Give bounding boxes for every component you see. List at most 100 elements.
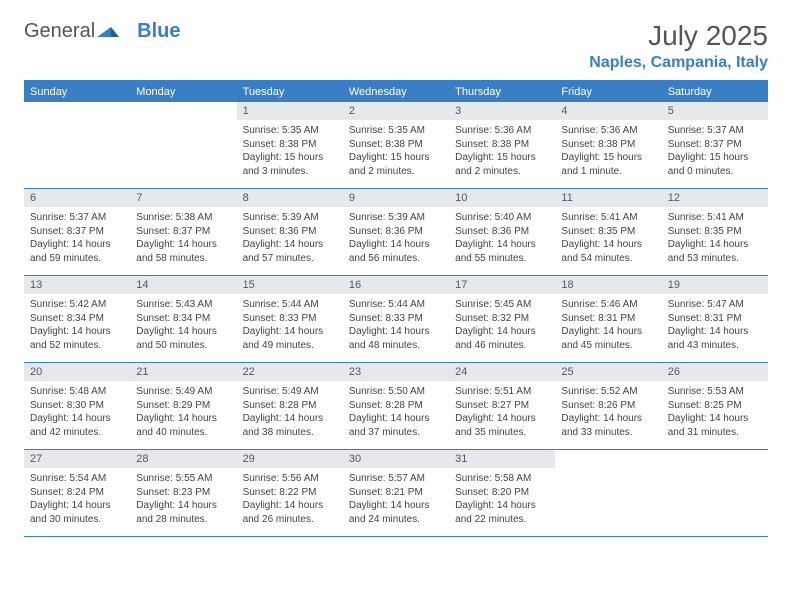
weekday-header: Saturday (662, 82, 768, 102)
day-sunset: Sunset: 8:37 PM (668, 138, 762, 152)
day-day1: Daylight: 14 hours (136, 325, 230, 339)
day-day2: and 30 minutes. (30, 513, 124, 527)
day-sunrise: Sunrise: 5:48 AM (30, 385, 124, 399)
day-sunrise: Sunrise: 5:35 AM (243, 124, 337, 138)
day-body: Sunrise: 5:47 AMSunset: 8:31 PMDaylight:… (662, 294, 768, 356)
day-body: Sunrise: 5:49 AMSunset: 8:28 PMDaylight:… (237, 381, 343, 443)
day-body: Sunrise: 5:41 AMSunset: 8:35 PMDaylight:… (555, 207, 661, 269)
weeks-container: 1Sunrise: 5:35 AMSunset: 8:38 PMDaylight… (24, 102, 768, 537)
day-day1: Daylight: 14 hours (30, 499, 124, 513)
day-day2: and 2 minutes. (455, 165, 549, 179)
day-day1: Daylight: 14 hours (455, 412, 549, 426)
day-cell: 4Sunrise: 5:36 AMSunset: 8:38 PMDaylight… (555, 102, 661, 188)
day-sunset: Sunset: 8:35 PM (668, 225, 762, 239)
weekday-header: Thursday (449, 82, 555, 102)
day-cell: 18Sunrise: 5:46 AMSunset: 8:31 PMDayligh… (555, 276, 661, 362)
day-day2: and 58 minutes. (136, 252, 230, 266)
day-sunrise: Sunrise: 5:54 AM (30, 472, 124, 486)
day-day1: Daylight: 14 hours (561, 238, 655, 252)
day-cell: 22Sunrise: 5:49 AMSunset: 8:28 PMDayligh… (237, 363, 343, 449)
day-day2: and 22 minutes. (455, 513, 549, 527)
day-sunset: Sunset: 8:23 PM (136, 486, 230, 500)
day-day1: Daylight: 14 hours (668, 325, 762, 339)
day-day1: Daylight: 14 hours (455, 238, 549, 252)
day-day1: Daylight: 14 hours (243, 412, 337, 426)
day-body: Sunrise: 5:43 AMSunset: 8:34 PMDaylight:… (130, 294, 236, 356)
day-sunset: Sunset: 8:31 PM (561, 312, 655, 326)
weekday-header: Tuesday (237, 82, 343, 102)
day-number: 1 (237, 102, 343, 120)
day-day2: and 50 minutes. (136, 339, 230, 353)
weekday-header: Sunday (24, 82, 130, 102)
day-day2: and 37 minutes. (349, 426, 443, 440)
day-cell: 24Sunrise: 5:51 AMSunset: 8:27 PMDayligh… (449, 363, 555, 449)
day-day2: and 35 minutes. (455, 426, 549, 440)
day-sunrise: Sunrise: 5:53 AM (668, 385, 762, 399)
day-cell: 7Sunrise: 5:38 AMSunset: 8:37 PMDaylight… (130, 189, 236, 275)
day-body: Sunrise: 5:41 AMSunset: 8:35 PMDaylight:… (662, 207, 768, 269)
day-sunset: Sunset: 8:21 PM (349, 486, 443, 500)
day-day1: Daylight: 14 hours (243, 499, 337, 513)
day-sunset: Sunset: 8:37 PM (136, 225, 230, 239)
day-sunset: Sunset: 8:31 PM (668, 312, 762, 326)
day-sunset: Sunset: 8:34 PM (30, 312, 124, 326)
day-sunrise: Sunrise: 5:43 AM (136, 298, 230, 312)
day-day1: Daylight: 14 hours (668, 238, 762, 252)
day-day2: and 31 minutes. (668, 426, 762, 440)
day-day2: and 38 minutes. (243, 426, 337, 440)
day-day2: and 57 minutes. (243, 252, 337, 266)
day-number: 25 (555, 363, 661, 381)
day-sunrise: Sunrise: 5:58 AM (455, 472, 549, 486)
day-body: Sunrise: 5:36 AMSunset: 8:38 PMDaylight:… (449, 120, 555, 182)
day-body: Sunrise: 5:39 AMSunset: 8:36 PMDaylight:… (343, 207, 449, 269)
day-sunrise: Sunrise: 5:47 AM (668, 298, 762, 312)
day-sunrise: Sunrise: 5:46 AM (561, 298, 655, 312)
day-cell: 29Sunrise: 5:56 AMSunset: 8:22 PMDayligh… (237, 450, 343, 536)
day-number: 13 (24, 276, 130, 294)
day-number: 3 (449, 102, 555, 120)
day-day2: and 0 minutes. (668, 165, 762, 179)
day-day1: Daylight: 14 hours (136, 412, 230, 426)
day-cell: 10Sunrise: 5:40 AMSunset: 8:36 PMDayligh… (449, 189, 555, 275)
day-body: Sunrise: 5:35 AMSunset: 8:38 PMDaylight:… (237, 120, 343, 182)
day-sunrise: Sunrise: 5:39 AM (349, 211, 443, 225)
day-cell: 31Sunrise: 5:58 AMSunset: 8:20 PMDayligh… (449, 450, 555, 536)
day-day1: Daylight: 15 hours (668, 151, 762, 165)
day-number: 12 (662, 189, 768, 207)
day-cell: 9Sunrise: 5:39 AMSunset: 8:36 PMDaylight… (343, 189, 449, 275)
week-row: 13Sunrise: 5:42 AMSunset: 8:34 PMDayligh… (24, 276, 768, 363)
day-body: Sunrise: 5:56 AMSunset: 8:22 PMDaylight:… (237, 468, 343, 530)
day-sunset: Sunset: 8:38 PM (349, 138, 443, 152)
day-body: Sunrise: 5:44 AMSunset: 8:33 PMDaylight:… (237, 294, 343, 356)
day-body: Sunrise: 5:37 AMSunset: 8:37 PMDaylight:… (24, 207, 130, 269)
day-body: Sunrise: 5:38 AMSunset: 8:37 PMDaylight:… (130, 207, 236, 269)
day-number: 26 (662, 363, 768, 381)
day-sunset: Sunset: 8:28 PM (243, 399, 337, 413)
day-number: 10 (449, 189, 555, 207)
day-day1: Daylight: 14 hours (455, 325, 549, 339)
day-sunset: Sunset: 8:29 PM (136, 399, 230, 413)
logo-text-blue: Blue (137, 20, 180, 43)
day-cell: 25Sunrise: 5:52 AMSunset: 8:26 PMDayligh… (555, 363, 661, 449)
day-cell: 26Sunrise: 5:53 AMSunset: 8:25 PMDayligh… (662, 363, 768, 449)
day-cell: 5Sunrise: 5:37 AMSunset: 8:37 PMDaylight… (662, 102, 768, 188)
day-day1: Daylight: 14 hours (561, 325, 655, 339)
day-sunset: Sunset: 8:27 PM (455, 399, 549, 413)
day-cell: 21Sunrise: 5:49 AMSunset: 8:29 PMDayligh… (130, 363, 236, 449)
day-sunrise: Sunrise: 5:41 AM (668, 211, 762, 225)
day-sunset: Sunset: 8:38 PM (561, 138, 655, 152)
day-sunrise: Sunrise: 5:52 AM (561, 385, 655, 399)
day-number: 8 (237, 189, 343, 207)
day-day1: Daylight: 14 hours (349, 499, 443, 513)
day-sunrise: Sunrise: 5:50 AM (349, 385, 443, 399)
day-sunrise: Sunrise: 5:40 AM (455, 211, 549, 225)
day-number: 28 (130, 450, 236, 468)
day-sunset: Sunset: 8:37 PM (30, 225, 124, 239)
day-sunrise: Sunrise: 5:57 AM (349, 472, 443, 486)
day-number: 6 (24, 189, 130, 207)
day-day2: and 42 minutes. (30, 426, 124, 440)
day-number: 17 (449, 276, 555, 294)
day-day1: Daylight: 14 hours (243, 325, 337, 339)
day-number: 22 (237, 363, 343, 381)
week-row: 6Sunrise: 5:37 AMSunset: 8:37 PMDaylight… (24, 189, 768, 276)
